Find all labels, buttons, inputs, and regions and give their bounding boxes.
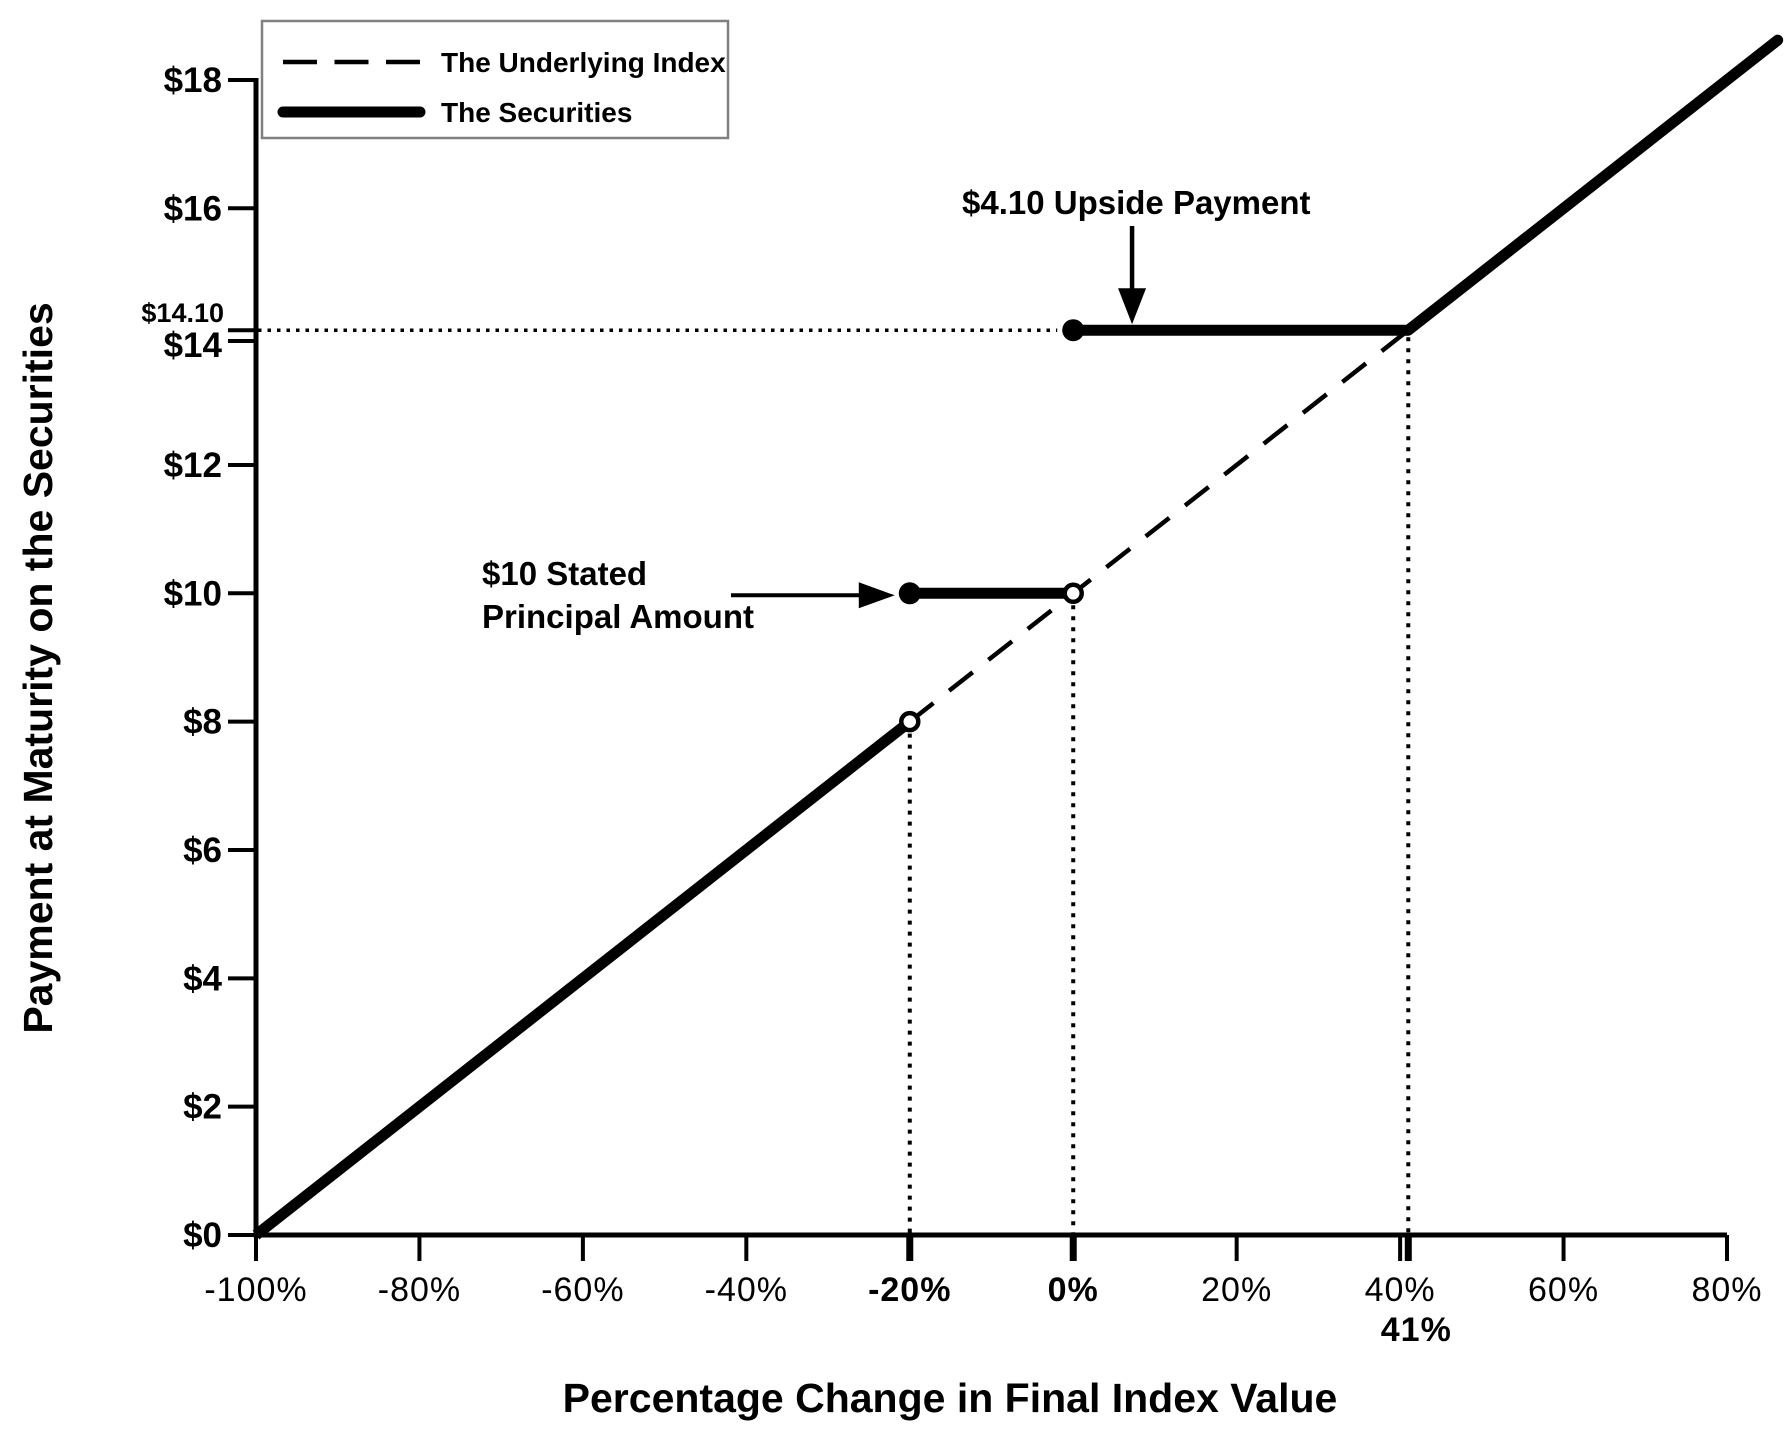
filled-dot-marker bbox=[1062, 319, 1085, 342]
x-tick-label: 41% bbox=[1381, 1311, 1452, 1349]
y-tick-label: $18 bbox=[164, 61, 222, 100]
y-tick-label: $0 bbox=[183, 1216, 222, 1255]
y-tick-label: $2 bbox=[183, 1088, 222, 1127]
principal-annotation-text: Principal Amount bbox=[482, 598, 754, 635]
x-tick-label: 60% bbox=[1528, 1271, 1599, 1309]
x-tick-label: 0% bbox=[1048, 1271, 1099, 1309]
y-tick-label: $4 bbox=[183, 959, 222, 998]
x-tick-label: -20% bbox=[868, 1271, 951, 1309]
x-tick-label: 20% bbox=[1201, 1271, 1272, 1309]
legend: The Underlying Index The Securities bbox=[260, 19, 730, 140]
x-tick-label: -60% bbox=[541, 1271, 624, 1309]
y-axis-title: Payment at Maturity on the Securities bbox=[15, 302, 61, 1033]
legend-label: The Underlying Index bbox=[441, 47, 726, 78]
filled-dot-marker bbox=[898, 582, 921, 605]
underlying-index-dashed-line bbox=[908, 328, 1410, 724]
securities-line-segment bbox=[252, 717, 914, 1240]
legend-label: The Securities bbox=[441, 97, 632, 128]
open-circle-marker bbox=[1062, 582, 1084, 605]
y-tick-label: $6 bbox=[183, 831, 222, 870]
y-tick-label: $14 bbox=[164, 326, 223, 365]
principal-annotation-text: $10 Stated bbox=[482, 555, 647, 592]
x-tick-label: 40% bbox=[1365, 1271, 1436, 1309]
y-tick-label: $12 bbox=[164, 446, 222, 485]
securities-line-segment bbox=[1402, 34, 1784, 336]
open-circle-marker bbox=[899, 710, 921, 733]
y-tick-label: $14.10 bbox=[141, 298, 224, 328]
down-arrow-head bbox=[1118, 288, 1147, 325]
x-axis-title: Percentage Change in Final Index Value bbox=[563, 1375, 1338, 1421]
x-tick-label: -100% bbox=[204, 1271, 307, 1309]
y-tick-label: $16 bbox=[164, 189, 222, 228]
upside-annotation-text: $4.10 Upside Payment bbox=[962, 184, 1311, 221]
x-tick-label: 80% bbox=[1691, 1271, 1762, 1309]
legend-box bbox=[260, 19, 730, 140]
right-arrow-head bbox=[858, 582, 895, 609]
y-tick-label: $10 bbox=[164, 574, 222, 613]
y-tick-label: $8 bbox=[183, 703, 222, 742]
x-tick-label: -40% bbox=[705, 1271, 788, 1309]
principal-annotation: $10 Stated Principal Amount bbox=[482, 555, 895, 635]
upside-annotation: $4.10 Upside Payment bbox=[962, 184, 1311, 325]
x-tick-label: -80% bbox=[378, 1271, 461, 1309]
